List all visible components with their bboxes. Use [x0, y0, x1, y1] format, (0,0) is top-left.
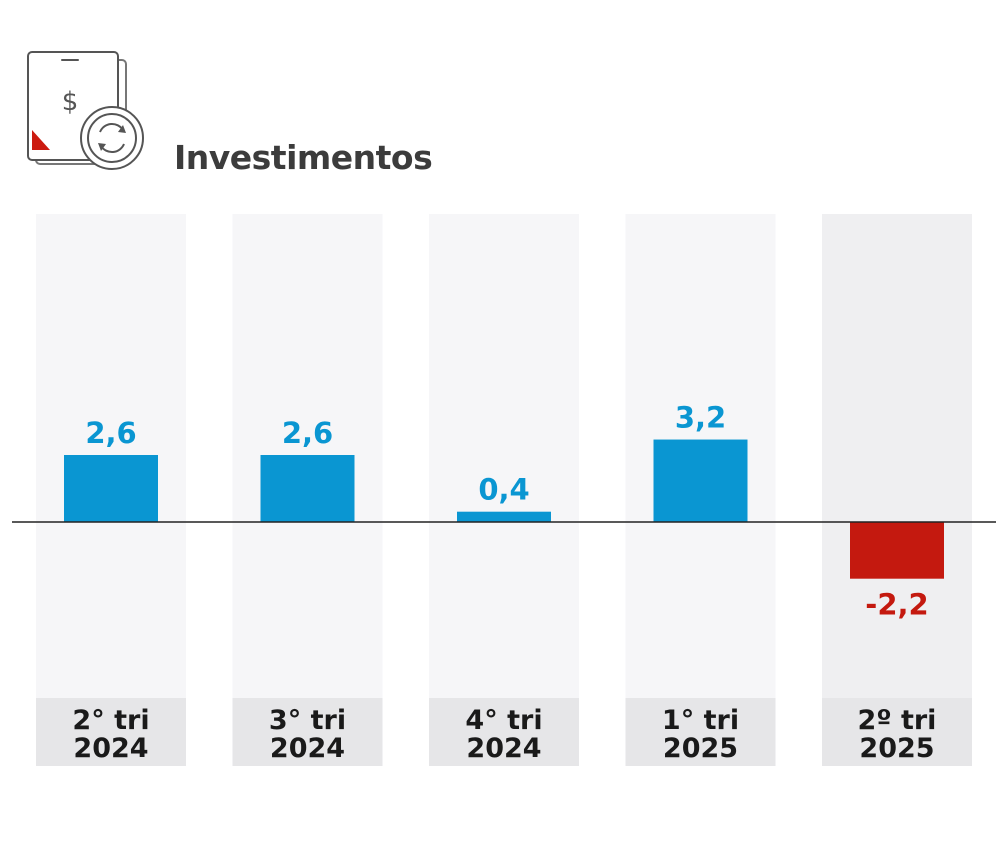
- category-label-band: [429, 698, 579, 766]
- bar: [850, 522, 944, 579]
- category-label-band: [822, 698, 972, 766]
- category-tick-label: 4° tri: [465, 705, 542, 736]
- category-tick-label-year: 2025: [663, 733, 738, 764]
- data-label: 2,6: [282, 416, 333, 450]
- money-device-exchange-icon: $: [22, 46, 152, 175]
- category-label-band: [232, 698, 383, 766]
- category-label-band: [625, 698, 776, 766]
- column-background: [822, 214, 972, 766]
- category-tick-label-year: 2025: [859, 733, 934, 764]
- category-tick-label: 1° tri: [662, 705, 739, 736]
- svg-text:$: $: [62, 87, 79, 117]
- bar: [64, 455, 158, 522]
- category-tick-label: 2º tri: [858, 705, 937, 736]
- bar: [653, 439, 748, 522]
- category-tick-label-year: 2024: [73, 733, 148, 764]
- bar: [457, 511, 551, 522]
- data-label: 2,6: [85, 416, 136, 450]
- category-tick-label: 3° tri: [269, 705, 346, 736]
- category-tick-label-year: 2024: [466, 733, 541, 764]
- chart-title: Investimentos: [174, 138, 433, 177]
- data-label: -2,2: [865, 588, 928, 622]
- data-label: 0,4: [478, 473, 529, 507]
- category-tick-label: 2° tri: [72, 705, 149, 736]
- column-background: [429, 214, 579, 766]
- bar: [260, 455, 355, 522]
- category-tick-label-year: 2024: [270, 733, 345, 764]
- data-label: 3,2: [675, 401, 726, 435]
- category-label-band: [36, 698, 186, 766]
